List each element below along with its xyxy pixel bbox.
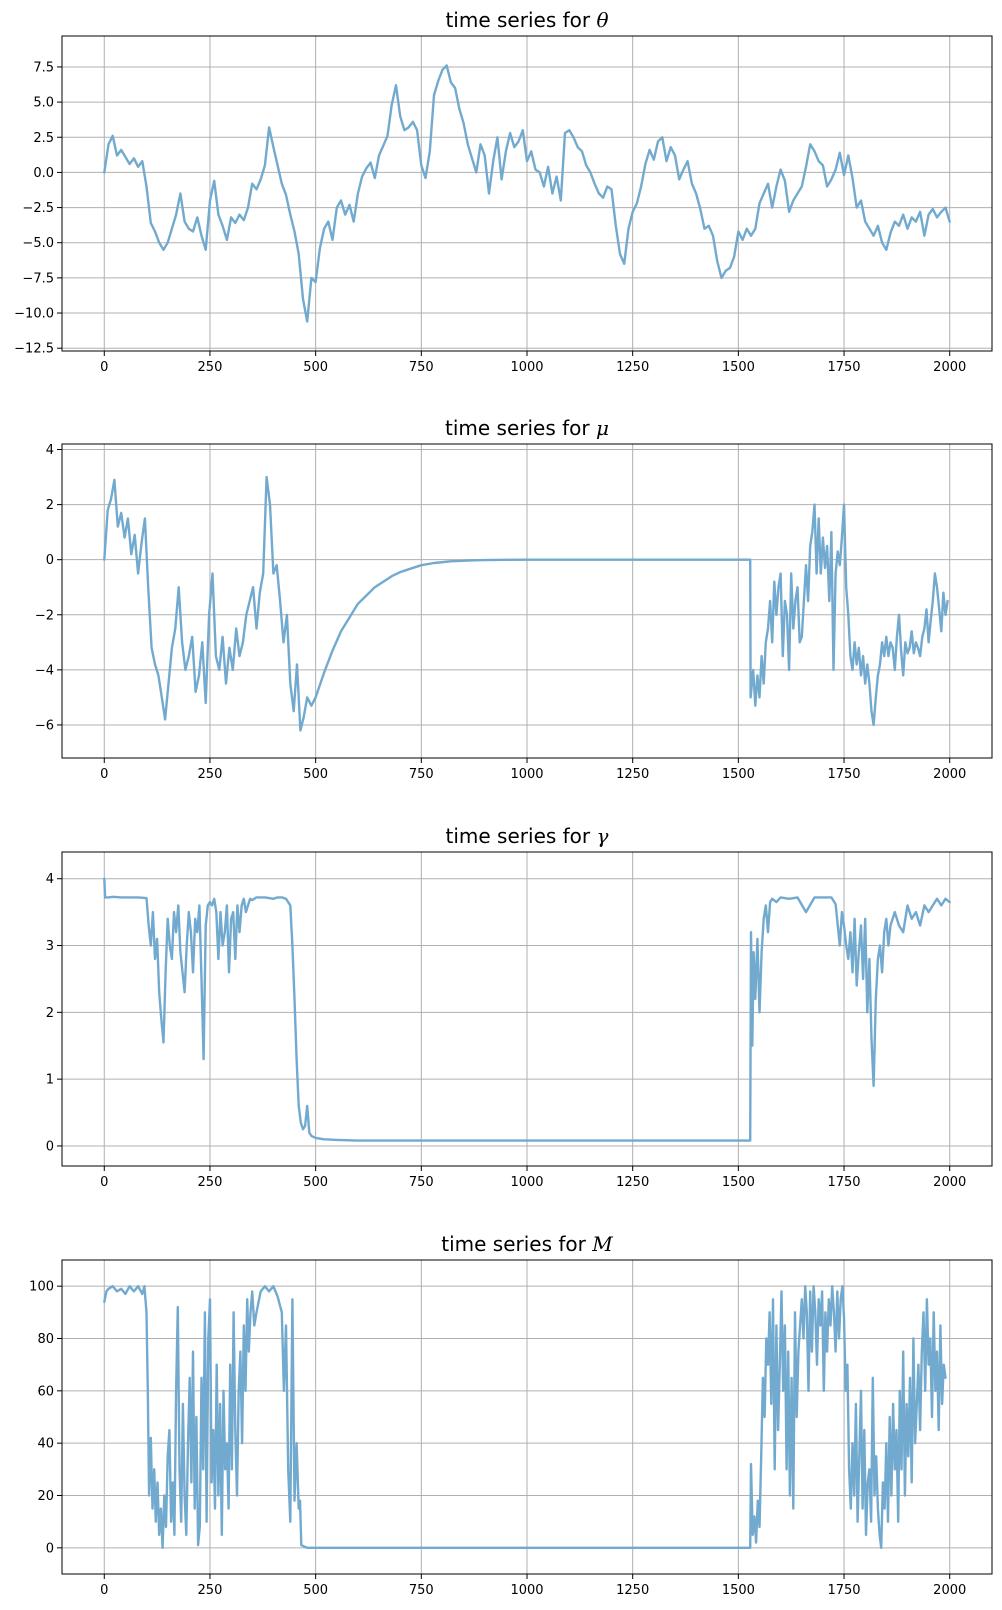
chart-title-symbol: μ [596, 416, 609, 440]
x-tick-label: 500 [303, 767, 328, 782]
chart-title-symbol: γ [597, 824, 609, 848]
x-tick-label: 1500 [722, 1175, 755, 1190]
y-tick-label: 60 [37, 1384, 54, 1399]
x-tick-label: 0 [100, 1175, 108, 1190]
x-tick-label: 500 [303, 1175, 328, 1190]
chart-title-m: time series for M [441, 1232, 613, 1256]
x-tick-label: 2000 [933, 360, 966, 375]
chart-title-symbol: M [591, 1232, 613, 1256]
x-tick-label: 2000 [933, 1583, 966, 1598]
x-tick-label: 1000 [510, 767, 543, 782]
x-tick-label: 1000 [510, 360, 543, 375]
chart-title-symbol: θ [596, 8, 608, 32]
y-tick-label: −2.5 [22, 201, 54, 216]
chart-m: time series for M0 250 500 750 1000 1250 1500 1… [29, 1232, 993, 1598]
y-tick-label: 0.0 [33, 166, 54, 181]
chart-title-prefix: time series for [445, 8, 596, 32]
x-tick-label: 2000 [933, 1175, 966, 1190]
chart-title-gamma: time series for γ [446, 824, 609, 848]
x-tick-label: 750 [409, 1175, 434, 1190]
x-tick-label: 1250 [616, 1175, 649, 1190]
x-tick-label: 250 [198, 1583, 223, 1598]
x-tick-label: 250 [198, 767, 223, 782]
x-tick-label: 750 [409, 767, 434, 782]
x-tick-label: 1750 [827, 360, 860, 375]
y-tick-label: 80 [37, 1332, 54, 1347]
y-tick-label: 0 [46, 1139, 54, 1154]
y-tick-label: 3 [46, 939, 54, 954]
y-tick-label: −5.0 [22, 236, 54, 251]
y-tick-label: −6 [35, 718, 54, 733]
y-tick-label: 1 [46, 1073, 54, 1088]
chart-title-mu: time series for μ [445, 416, 609, 440]
y-tick-label: −7.5 [22, 271, 54, 286]
x-tick-label: 250 [198, 1175, 223, 1190]
series-line-mu [103, 475, 949, 732]
x-tick-label: 1000 [510, 1175, 543, 1190]
x-tick-label: 1500 [722, 767, 755, 782]
x-tick-label: 1000 [510, 1583, 543, 1598]
chart-title-prefix: time series for [446, 824, 597, 848]
x-tick-label: 1250 [616, 1583, 649, 1598]
series-line-m [103, 1284, 947, 1550]
chart-gamma: time series for γ 0 250 500 750 1000 1250 1500 1… [46, 824, 993, 1190]
y-tick-label: 20 [37, 1489, 54, 1504]
y-tick-label: 0 [46, 553, 54, 568]
y-tick-label: 2 [46, 498, 54, 513]
y-tick-label: 2.5 [33, 131, 54, 146]
x-tick-label: 0 [100, 1583, 108, 1598]
x-tick-label: 250 [198, 360, 223, 375]
x-tick-label: 1250 [616, 767, 649, 782]
chart-mu: time series for μ 0 250 500 750 1000 1250 1500 1… [35, 416, 993, 782]
y-tick-label: 0 [46, 1541, 54, 1556]
x-tick-label: 0 [100, 767, 108, 782]
chart-theta: time series for θ 0 250 500 750 1000 1250 1500 1… [14, 8, 993, 375]
x-tick-label: 750 [409, 360, 434, 375]
y-tick-label: 4 [46, 872, 54, 887]
y-tick-label: 100 [29, 1280, 54, 1295]
chart-title-prefix: time series for [445, 416, 596, 440]
y-tick-label: −4 [35, 663, 54, 678]
y-tick-label: 4 [46, 443, 54, 458]
x-tick-label: 500 [303, 360, 328, 375]
series-line-gamma [103, 877, 951, 1142]
x-tick-label: 1500 [722, 360, 755, 375]
x-tick-label: 1750 [827, 767, 860, 782]
x-tick-label: 2000 [933, 767, 966, 782]
y-tick-label: 40 [37, 1437, 54, 1452]
y-tick-label: 2 [46, 1006, 54, 1021]
y-tick-label: 7.5 [33, 60, 54, 75]
x-tick-label: 500 [303, 1583, 328, 1598]
chart-title-prefix: time series for [441, 1232, 592, 1256]
y-tick-label: −2 [35, 608, 54, 623]
x-tick-label: 1750 [827, 1583, 860, 1598]
y-tick-label: 5.0 [33, 96, 54, 111]
series-line-theta [103, 64, 951, 323]
y-tick-label: −12.5 [14, 342, 54, 357]
chart-title-theta: time series for θ [445, 8, 608, 32]
x-tick-label: 0 [100, 360, 108, 375]
x-tick-label: 1250 [616, 360, 649, 375]
x-tick-label: 1750 [827, 1175, 860, 1190]
y-tick-label: −10.0 [14, 307, 54, 322]
x-tick-label: 750 [409, 1583, 434, 1598]
x-tick-label: 1500 [722, 1583, 755, 1598]
